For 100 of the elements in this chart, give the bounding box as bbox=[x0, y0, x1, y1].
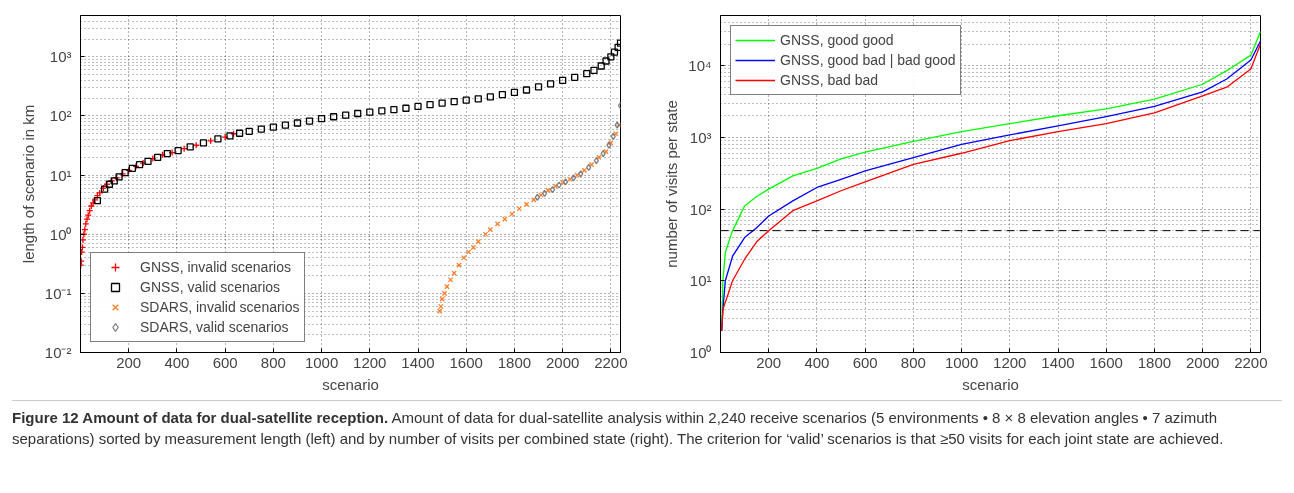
point bbox=[426, 101, 434, 109]
point bbox=[456, 262, 462, 268]
legend-label: GNSS, good bad | bad good bbox=[780, 52, 956, 68]
point bbox=[342, 111, 350, 119]
point bbox=[441, 290, 448, 297]
point bbox=[597, 62, 605, 70]
legend-label: SDARS, valid scenarios bbox=[140, 319, 289, 335]
x-axis-title: scenario bbox=[322, 375, 379, 393]
x-tick-label: 1600 bbox=[1089, 353, 1123, 371]
point bbox=[226, 132, 234, 140]
point bbox=[549, 185, 556, 194]
x-tick-label: 1600 bbox=[449, 353, 483, 371]
point bbox=[486, 93, 494, 101]
x-tick-label: 2000 bbox=[545, 353, 580, 371]
legend-label: GNSS, bad bad bbox=[780, 72, 879, 88]
y-tick-label: 10¹ bbox=[49, 166, 72, 184]
y-tick-label: 10² bbox=[689, 200, 712, 218]
point bbox=[153, 153, 162, 161]
point bbox=[174, 146, 182, 155]
y-tick-label: 10⁻² bbox=[44, 344, 72, 361]
x-tick-label: 200 bbox=[756, 353, 782, 371]
legend-label: SDARS, invalid scenarios bbox=[140, 299, 300, 315]
legend-label: GNSS, invalid scenarios bbox=[140, 259, 291, 275]
point bbox=[447, 276, 454, 283]
point bbox=[402, 104, 410, 112]
x-tick-label: 600 bbox=[212, 353, 238, 371]
point bbox=[602, 57, 610, 65]
point bbox=[436, 308, 443, 314]
x-tick-label: 1400 bbox=[1041, 353, 1075, 371]
point bbox=[475, 238, 482, 245]
point bbox=[474, 95, 482, 103]
point bbox=[546, 80, 555, 88]
point bbox=[450, 97, 458, 106]
point bbox=[578, 170, 584, 178]
y-axis-title: number of visits per state bbox=[663, 100, 681, 268]
point bbox=[80, 236, 87, 244]
x-tick-label: 400 bbox=[804, 353, 830, 371]
point bbox=[366, 108, 374, 116]
point bbox=[390, 105, 398, 114]
point bbox=[235, 129, 244, 137]
point bbox=[498, 90, 507, 99]
point bbox=[470, 244, 477, 251]
x-tick-label: 1200 bbox=[993, 353, 1027, 371]
y-tick-label: 10⁻¹ bbox=[44, 284, 72, 302]
x-tick-label: 1800 bbox=[1137, 353, 1172, 371]
x-tick-label: 1800 bbox=[497, 353, 532, 371]
x-tick-label: 200 bbox=[116, 353, 142, 371]
point bbox=[593, 157, 600, 165]
point bbox=[558, 76, 567, 85]
point bbox=[571, 73, 579, 81]
point bbox=[186, 143, 194, 151]
x-tick-label: 800 bbox=[260, 353, 286, 371]
point bbox=[510, 88, 519, 97]
x-axis-title: scenario bbox=[962, 375, 1019, 393]
point bbox=[534, 83, 543, 91]
point bbox=[522, 86, 531, 94]
point bbox=[329, 113, 338, 121]
caption: Figure 12 Amount of data for dual-satellite reception. bbox=[12, 409, 389, 426]
y-tick-label: 10² bbox=[49, 107, 72, 125]
y-axis-title: length of scenario in km bbox=[19, 104, 37, 264]
point bbox=[305, 117, 314, 125]
point bbox=[214, 135, 222, 143]
point bbox=[487, 226, 494, 233]
y-tick-label: 10¹ bbox=[689, 272, 712, 290]
point bbox=[144, 157, 152, 166]
y-tick-label: 10³ bbox=[49, 48, 72, 66]
legend-label: GNSS, good good bbox=[780, 32, 894, 48]
point bbox=[221, 133, 229, 141]
point bbox=[135, 161, 144, 169]
point bbox=[583, 69, 591, 78]
point bbox=[354, 109, 362, 118]
point bbox=[257, 125, 265, 133]
x-tick-label: 1400 bbox=[401, 353, 435, 371]
point bbox=[269, 123, 278, 131]
point bbox=[438, 99, 446, 107]
x-tick-label: 2200 bbox=[1234, 353, 1268, 371]
point bbox=[293, 119, 302, 127]
point bbox=[245, 127, 253, 135]
point bbox=[317, 115, 326, 123]
point bbox=[281, 121, 290, 129]
x-tick-label: 2200 bbox=[594, 353, 628, 371]
x-tick-label: 2000 bbox=[1185, 353, 1220, 371]
y-tick-label: 10³ bbox=[689, 128, 712, 146]
x-tick-label: 600 bbox=[852, 353, 878, 371]
y-tick-label: 10⁴ bbox=[688, 57, 712, 75]
point bbox=[590, 66, 598, 75]
x-tick-label: 1000 bbox=[944, 353, 979, 371]
point bbox=[502, 216, 508, 222]
legend-label: GNSS, valid scenarios bbox=[140, 279, 281, 295]
x-tick-label: 1000 bbox=[304, 353, 339, 371]
x-tick-label: 800 bbox=[900, 353, 926, 371]
x-tick-label: 400 bbox=[164, 353, 190, 371]
point bbox=[462, 96, 470, 104]
point bbox=[199, 139, 208, 147]
point bbox=[378, 107, 386, 115]
point bbox=[523, 201, 530, 208]
point bbox=[163, 150, 171, 158]
point bbox=[414, 102, 422, 111]
x-tick-label: 1200 bbox=[353, 353, 387, 371]
y-tick-label: 10⁰ bbox=[689, 344, 712, 361]
